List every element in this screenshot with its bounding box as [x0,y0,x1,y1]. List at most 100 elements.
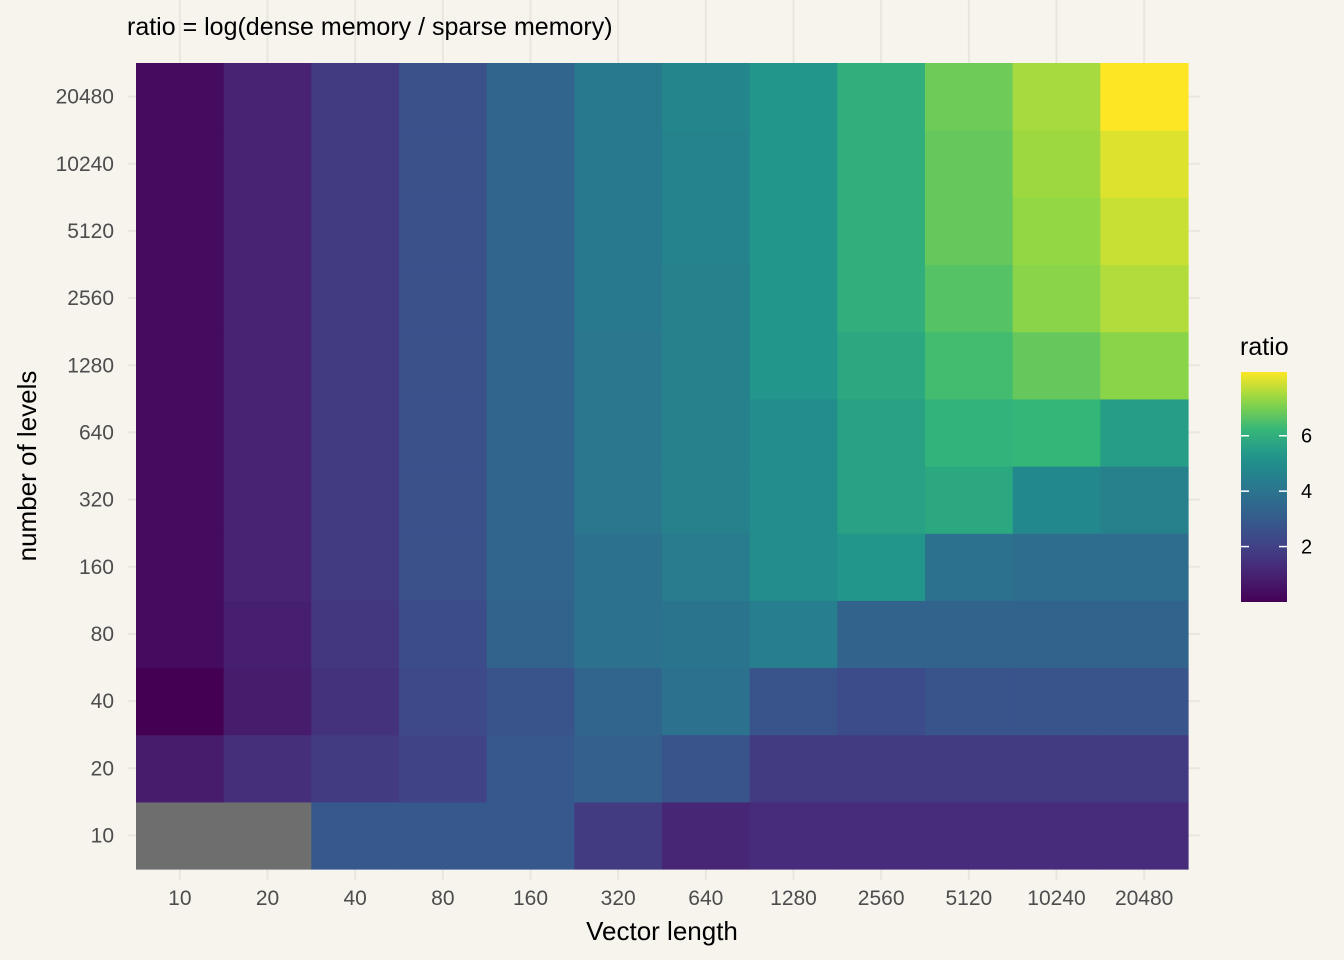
heatmap-cell [574,667,663,736]
y-tick-label: 640 [79,421,114,444]
heatmap-cell [925,398,1014,467]
y-tick-label: 20 [91,757,114,780]
heatmap-cell [399,398,488,467]
heatmap-cell [136,398,225,467]
heatmap-cell [574,533,663,601]
heatmap-cell [1012,466,1101,534]
heatmap-cell [486,533,575,601]
colorbar-legend: ratio 2 4 6 [1240,333,1312,602]
heatmap-cell [486,130,575,198]
heatmap-cell [574,398,663,467]
heatmap-cell [399,600,488,669]
heatmap-cell [136,63,225,131]
heatmap-cell [311,466,400,534]
heatmap-cell [311,398,400,467]
heatmap-cell [1100,398,1189,467]
heatmap-cell [749,63,838,131]
heatmap-cell [1100,264,1189,333]
heatmap-cell [136,466,225,534]
heatmap-cell [837,667,926,736]
heatmap-cell [925,63,1014,131]
heatmap-cell [311,130,400,198]
x-tick-label: 20480 [1115,887,1173,910]
heatmap-cell [399,734,488,803]
heatmap-cell [1012,734,1101,803]
heatmap-cell [574,197,663,266]
heatmap-cell [1100,331,1189,400]
heatmap-cell [136,734,225,803]
y-tick-label: 2560 [67,287,114,310]
heatmap-cell [662,533,751,601]
heatmap-cell [1012,801,1101,870]
legend-title: ratio [1240,333,1289,361]
heatmap-cell [574,264,663,333]
heatmap-cell [486,197,575,266]
heatmap-cell [136,264,225,333]
x-axis-tick-labels: 10 20 40 80 160 320 640 1280 2560 5120 10240 20480 [168,887,1173,910]
heatmap-cell [837,63,926,131]
heatmap-cell [223,466,312,534]
heatmap-cell [1100,533,1189,601]
heatmap-cell [223,264,312,333]
heatmap-cell [311,533,400,601]
x-tick-label: 2560 [858,887,905,910]
heatmap-cell [749,197,838,266]
heatmap-cell [1012,667,1101,736]
heatmap-cell [1100,197,1189,266]
heatmap-cell [749,801,838,870]
heatmap-cell [749,466,838,534]
heatmap-cells [136,63,1189,870]
x-tick-label: 40 [343,887,366,910]
heatmap-cell [749,331,838,400]
heatmap-cell [662,63,751,131]
y-tick-label: 80 [91,623,114,646]
heatmap-cell [925,600,1014,669]
heatmap-cell [223,63,312,131]
heatmap-cell [311,734,400,803]
heatmap-cell [311,331,400,400]
heatmap-cell [662,197,751,266]
heatmap-cell [311,63,400,131]
heatmap-cell [399,197,488,266]
heatmap-cell [223,197,312,266]
heatmap-cell [662,667,751,736]
heatmap-cell [837,801,926,870]
heatmap-cell [486,466,575,534]
heatmap-cell [837,533,926,601]
heatmap-cell [1100,667,1189,736]
heatmap-cell [136,331,225,400]
heatmap-cell [837,734,926,803]
y-tick-label: 10 [91,824,114,847]
heatmap-cell [486,734,575,803]
heatmap-cell [749,264,838,333]
heatmap-cell [749,667,838,736]
chart-title: ratio = log(dense memory / sparse memory… [127,13,613,41]
heatmap-cell [837,264,926,333]
heatmap-cell [223,533,312,601]
y-axis-label: number of levels [12,371,42,562]
heatmap-cell [223,600,312,669]
heatmap-cell [1012,63,1101,131]
colorbar-ticks: 2 4 6 [1241,426,1312,559]
heatmap-cell [1012,130,1101,198]
heatmap-cell [662,264,751,333]
y-tick-label: 1280 [67,354,114,377]
heatmap-cell [399,466,488,534]
heatmap-cell [925,801,1014,870]
heatmap-cell [311,197,400,266]
heatmap-cell [1100,801,1189,870]
y-tick-label: 20480 [56,86,114,109]
heatmap-cell [311,801,400,870]
heatmap-cell [399,331,488,400]
colorbar-tick-label: 4 [1301,481,1312,503]
y-tick-label: 320 [79,489,114,512]
heatmap-cell [749,734,838,803]
heatmap-cell [662,801,751,870]
heatmap-cell [486,801,575,870]
heatmap-cell [925,331,1014,400]
heatmap-cell [486,63,575,131]
heatmap-cell [925,197,1014,266]
heatmap-cell [136,600,225,669]
heatmap-cell [1100,63,1189,131]
